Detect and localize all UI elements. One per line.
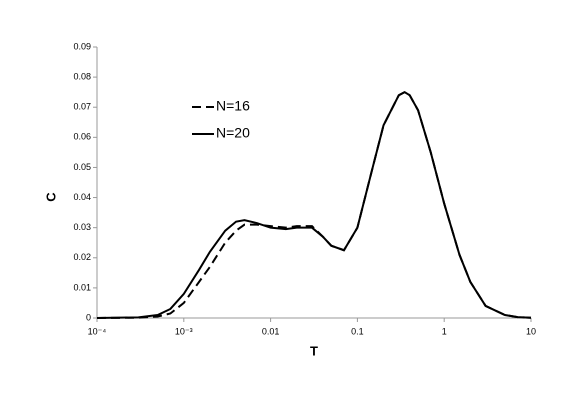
- y-tick-label: 0.04: [73, 192, 91, 202]
- y-tick-label: 0.08: [73, 71, 91, 81]
- y-tick-label: 0: [86, 312, 91, 322]
- x-tick-label: 10: [526, 326, 536, 336]
- series-line: [96, 91, 532, 319]
- x-tick-label: 10⁻³: [175, 326, 193, 336]
- x-tick-label: 0.1: [351, 326, 364, 336]
- series-line: [96, 91, 532, 319]
- x-tick-label: 0.01: [262, 326, 280, 336]
- y-tick-label: 0.06: [73, 132, 91, 142]
- x-tick-label: 1: [442, 326, 447, 336]
- legend-label: N=16: [216, 98, 250, 114]
- y-tick-label: 0.09: [73, 41, 91, 51]
- y-tick-label: 0.03: [73, 222, 91, 232]
- legend-label: N=20: [216, 125, 250, 141]
- y-tick-label: 0.05: [73, 162, 91, 172]
- y-tick-label: 0.02: [73, 252, 91, 262]
- y-tick-label: 0.07: [73, 102, 91, 112]
- x-tick-label: 10⁻⁴: [88, 326, 107, 336]
- y-axis-label: C: [43, 192, 58, 202]
- y-tick-label: 0.01: [73, 282, 91, 292]
- x-axis-label: T: [310, 343, 318, 358]
